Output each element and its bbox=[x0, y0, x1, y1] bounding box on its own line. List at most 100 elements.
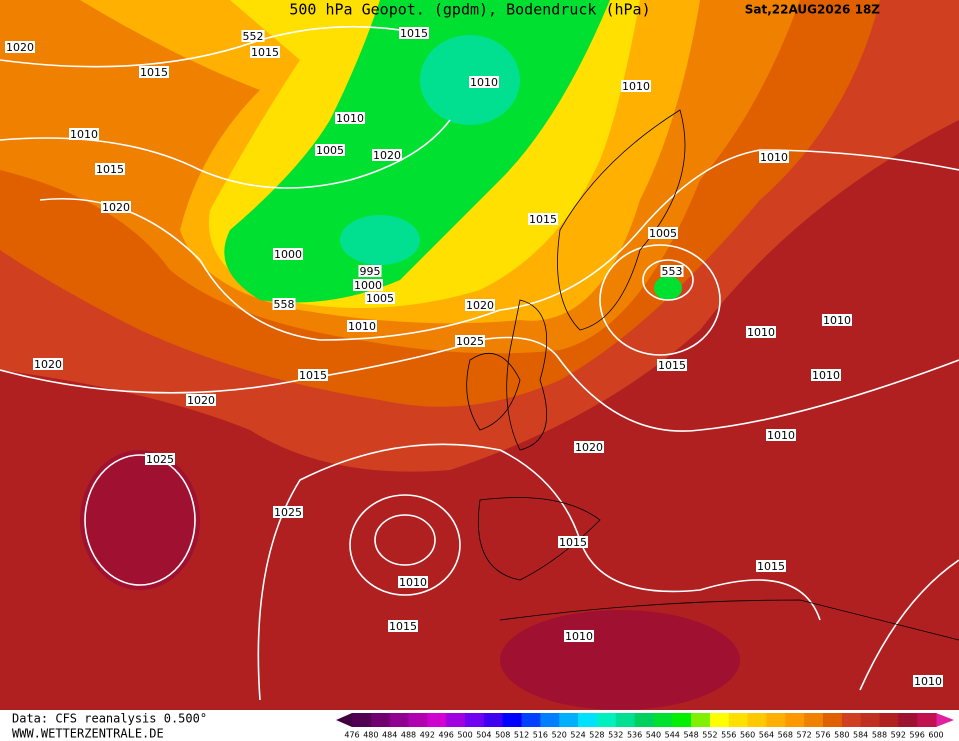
isobar-label-box bbox=[660, 265, 684, 277]
isobar-label: 553 bbox=[662, 265, 683, 278]
isobar-label: 1010 bbox=[348, 320, 376, 333]
colorbar-tick-label: 484 bbox=[382, 731, 397, 740]
colorbar-tick-label: 552 bbox=[702, 731, 717, 740]
isobar-label-box bbox=[273, 248, 303, 260]
isobar-label: 1015 bbox=[299, 369, 327, 382]
footer-source: Data: CFS reanalysis 0.500° bbox=[12, 712, 207, 726]
isobar-label-box bbox=[398, 576, 428, 588]
isobar-label: 1010 bbox=[470, 76, 498, 89]
isobar-label: 995 bbox=[360, 265, 381, 278]
isobar-label-box bbox=[69, 128, 99, 140]
isobar-label-box bbox=[186, 394, 216, 406]
isobar-label-box bbox=[558, 536, 588, 548]
isobar-label-box bbox=[315, 144, 345, 156]
colorbar-swatch bbox=[427, 713, 447, 727]
colorbar-tick-label: 544 bbox=[665, 731, 680, 740]
isobar-label: 1015 bbox=[400, 27, 428, 40]
colorbar-swatch bbox=[540, 713, 560, 727]
isobar-label-box bbox=[272, 298, 296, 310]
isobar-label: 1005 bbox=[649, 227, 677, 240]
colorbar-swatch bbox=[672, 713, 692, 727]
isobar-label-box bbox=[746, 326, 776, 338]
isobar-label: 1010 bbox=[914, 675, 942, 688]
colorbar-swatch bbox=[596, 713, 617, 727]
field-536 bbox=[340, 215, 420, 265]
isobar-label: 1015 bbox=[757, 560, 785, 573]
colorbar-tick-label: 540 bbox=[646, 731, 661, 740]
colorbar-swatch bbox=[615, 713, 636, 727]
colorbar-swatch bbox=[352, 713, 372, 727]
colorbar-swatch bbox=[728, 713, 749, 727]
colorbar-swatch bbox=[898, 713, 918, 727]
colorbar-tick-label: 512 bbox=[514, 731, 529, 740]
colorbar-swatch bbox=[389, 713, 410, 727]
isobar-label-box bbox=[759, 151, 789, 163]
isobar-label-box bbox=[913, 675, 943, 687]
isobar-label-box bbox=[756, 560, 786, 572]
colorbar-swatch bbox=[785, 713, 805, 727]
isobar-label: 1010 bbox=[812, 369, 840, 382]
colorbar-swatch bbox=[879, 713, 899, 727]
isobar-label: 1010 bbox=[747, 326, 775, 339]
colorbar-swatch bbox=[578, 713, 598, 727]
colorbar-tick-label: 480 bbox=[363, 731, 378, 740]
isobar-label-box bbox=[353, 279, 383, 291]
isobar-label: 1000 bbox=[274, 248, 302, 261]
colorbar-swatch bbox=[465, 713, 485, 727]
isobars bbox=[0, 25, 959, 701]
isobar-label: 1025 bbox=[456, 335, 484, 348]
isobar-label: 1015 bbox=[251, 46, 279, 59]
isobar-label-box bbox=[399, 27, 429, 39]
isobar-label: 1010 bbox=[760, 151, 788, 164]
colorbar-swatch bbox=[502, 713, 523, 727]
colorbar-tick-label: 568 bbox=[778, 731, 793, 740]
isobar-label-box bbox=[648, 227, 678, 239]
isobar-label-box bbox=[766, 429, 796, 441]
colorbar-swatch bbox=[841, 713, 862, 727]
colorbar-tick-label: 504 bbox=[476, 731, 491, 740]
colorbar-swatch bbox=[653, 713, 673, 727]
colorbar-tick-label: 488 bbox=[401, 731, 416, 740]
isobar-label-box bbox=[657, 359, 687, 371]
isobar-label-box bbox=[621, 80, 651, 92]
colorbar-swatch bbox=[370, 713, 391, 727]
isobar-label-box bbox=[145, 453, 175, 465]
colorbar-tick-label: 576 bbox=[815, 731, 830, 740]
isobar-label: 558 bbox=[274, 298, 295, 311]
isobar-label: 1010 bbox=[336, 112, 364, 125]
colorbar-swatch bbox=[446, 713, 466, 727]
isobar-label: 1005 bbox=[316, 144, 344, 157]
isobar-label: 1015 bbox=[658, 359, 686, 372]
isobar-label: 1010 bbox=[622, 80, 650, 93]
colorbar-tick-label: 592 bbox=[891, 731, 906, 740]
field-548 bbox=[654, 276, 682, 300]
colorbar-swatch bbox=[634, 713, 654, 727]
isobar-label-box bbox=[347, 320, 377, 332]
isobar-label-box bbox=[33, 358, 63, 370]
colorbar-tick-label: 528 bbox=[589, 731, 604, 740]
isobar-label-box bbox=[455, 335, 485, 347]
colorbar-tick-label: 600 bbox=[928, 731, 943, 740]
colorbar-swatch bbox=[766, 713, 786, 727]
colorbar-swatch bbox=[559, 713, 579, 727]
isobar-label-box bbox=[564, 630, 594, 642]
isobar-label-box bbox=[574, 441, 604, 453]
colorbar-tick-label: 516 bbox=[533, 731, 548, 740]
isobar-label: 1010 bbox=[565, 630, 593, 643]
colorbar-swatch bbox=[521, 713, 541, 727]
isobar-label-box bbox=[298, 369, 328, 381]
field-592 bbox=[80, 450, 200, 590]
isobar-label-box bbox=[811, 369, 841, 381]
colorbar-swatch bbox=[747, 713, 767, 727]
isobar-label: 1020 bbox=[575, 441, 603, 454]
colorbar-tick-label: 596 bbox=[910, 731, 925, 740]
isobar-label-box bbox=[273, 506, 303, 518]
colorbar-swatch bbox=[408, 713, 428, 727]
isobar-label-box bbox=[528, 213, 558, 225]
isobar-label-box bbox=[101, 201, 131, 213]
isobar-label: 1020 bbox=[6, 41, 34, 54]
colorbar-swatch bbox=[860, 713, 880, 727]
map-title: 500 hPa Geopot. (gpdm), Bodendruck (hPa) bbox=[289, 1, 650, 19]
colorbar-tick-label: 476 bbox=[344, 731, 359, 740]
